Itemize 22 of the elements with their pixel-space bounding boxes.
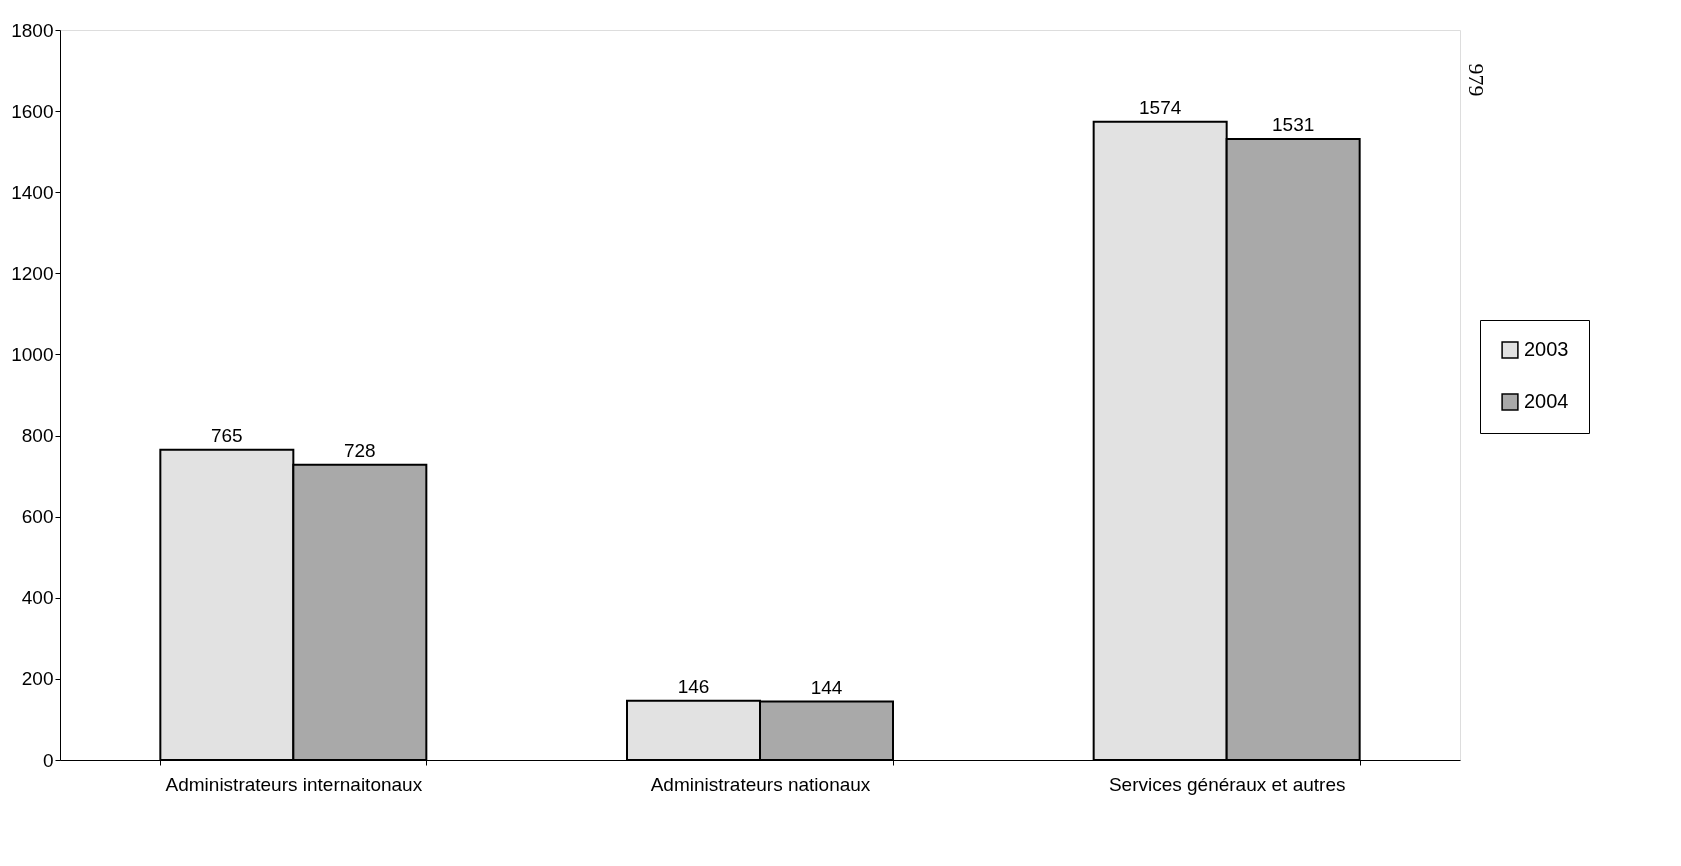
- y-tick-label: 1000: [11, 343, 54, 365]
- text: 979: [1464, 63, 1489, 97]
- y-tick-label: 200: [21, 668, 54, 690]
- x-tick-label: Administrateurs nationaux: [650, 773, 871, 795]
- legend-label: 2003: [1524, 338, 1569, 360]
- y-tick-label: 0: [42, 749, 54, 771]
- y-tick-label: 600: [21, 506, 54, 528]
- y-tick-label: 1200: [11, 262, 54, 284]
- y-tick-label: 1800: [11, 19, 54, 41]
- data-label: 728: [343, 439, 376, 461]
- y-tick-label: 1400: [11, 181, 54, 203]
- legend-label: 2004: [1524, 390, 1569, 412]
- data-label: 1574: [1139, 96, 1182, 118]
- x-tick-label: Administrateurs internaitonaux: [165, 773, 423, 795]
- data-label: 1531: [1272, 114, 1315, 136]
- y-tick-label: 1600: [11, 100, 54, 122]
- data-label: 144: [810, 676, 843, 698]
- data-label: 765: [210, 424, 243, 446]
- data-label: 146: [677, 675, 710, 697]
- y-tick-label: 800: [21, 425, 54, 447]
- x-tick-label: Services généraux et autres: [1108, 773, 1346, 795]
- y-tick-label: 400: [21, 587, 54, 609]
